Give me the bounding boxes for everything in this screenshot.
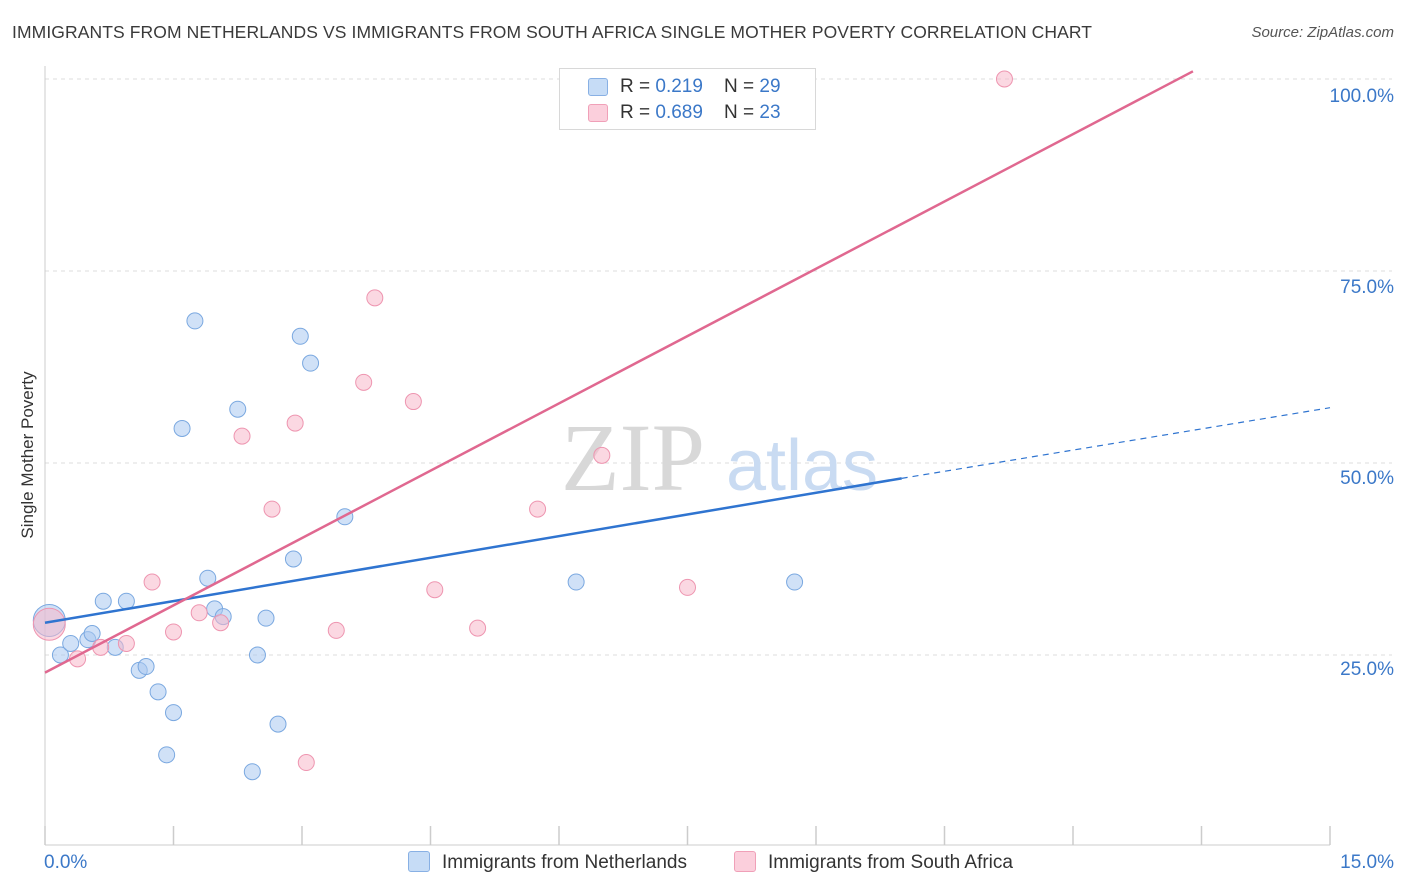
y-axis-label: Single Mother Poverty [18,371,37,539]
point-south-africa [263,500,281,518]
point-netherlands [229,400,247,418]
legend-swatch-netherlands [588,78,608,96]
point-netherlands [94,592,112,610]
x-tick-label: 15.0% [1340,852,1394,873]
legend-r-label: R = [620,76,656,97]
axes [44,66,1331,846]
point-south-africa [469,619,487,637]
point-netherlands [165,704,182,722]
legend-r-value: 0.689 [655,102,703,123]
watermark-zip: ZIP [561,404,705,511]
point-netherlands [83,624,101,642]
point-south-africa [233,427,251,445]
point-netherlands [291,327,309,345]
point-netherlands [248,646,266,664]
point-netherlands [186,312,204,330]
legend-swatch-south-africa [588,104,608,122]
y-tick-label: 50.0% [1340,468,1394,489]
point-south-africa [404,393,422,411]
point-south-africa [212,614,230,632]
point-netherlands [51,646,69,664]
legend-n-label: N = [724,102,760,123]
chart-title: IMMIGRANTS FROM NETHERLANDS VS IMMIGRANT… [12,22,1093,42]
trend-line-south-africa [44,70,1194,674]
point-south-africa [143,573,161,591]
point-netherlands [567,573,585,591]
point-netherlands [786,573,804,591]
trend-lines [44,70,1331,674]
point-south-africa [286,414,304,432]
source-label: Source: ZipAtlas.com [1251,24,1394,41]
point-south-africa [995,70,1013,88]
point-south-africa [426,581,444,599]
trend-extension-netherlands [901,407,1331,479]
point-netherlands [243,763,261,781]
y-tick-label: 25.0% [1340,659,1394,680]
series-name-netherlands: Immigrants from Netherlands [442,852,687,873]
correlation-legend: R = 0.219 N = 29 R = 0.689 N = 23 [559,68,816,130]
legend-n-label: N = [724,76,760,97]
point-netherlands [158,746,176,764]
point-south-africa [190,604,208,622]
series-swatch-netherlands [408,851,430,872]
point-south-africa [165,623,182,641]
watermark: ZIP atlas [561,404,878,511]
series-legend-south-africa: Immigrants from South Africa [734,851,1013,877]
point-netherlands [269,715,287,733]
point-netherlands [62,634,80,652]
legend-n-value: 23 [759,102,781,123]
legend-r-value: 0.219 [655,76,703,97]
point-netherlands [173,419,191,437]
series-swatch-south-africa [734,851,756,872]
point-south-africa [297,754,315,772]
y-tick-label: 75.0% [1340,277,1394,298]
point-south-africa [366,289,384,307]
point-netherlands [302,354,320,372]
series-legend-netherlands: Immigrants from Netherlands [408,851,687,877]
series-name-south-africa: Immigrants from South Africa [768,852,1013,873]
point-south-africa [327,621,345,639]
point-south-africa [117,634,135,652]
point-south-africa [593,446,611,464]
watermark-atlas: atlas [726,426,878,506]
point-netherlands [149,683,167,701]
y-tick-label: 100.0% [1329,86,1394,107]
gridlines [45,78,1392,656]
point-netherlands [137,658,155,676]
point-south-africa [679,578,696,596]
point-netherlands [284,550,302,568]
legend-n-value: 29 [759,76,781,97]
trend-line-netherlands [44,477,902,624]
point-south-africa [32,607,66,641]
point-netherlands [257,609,275,627]
legend-r-label: R = [620,102,656,123]
point-south-africa [355,373,373,391]
x-tick-label: 0.0% [44,852,88,873]
point-south-africa [529,500,547,518]
